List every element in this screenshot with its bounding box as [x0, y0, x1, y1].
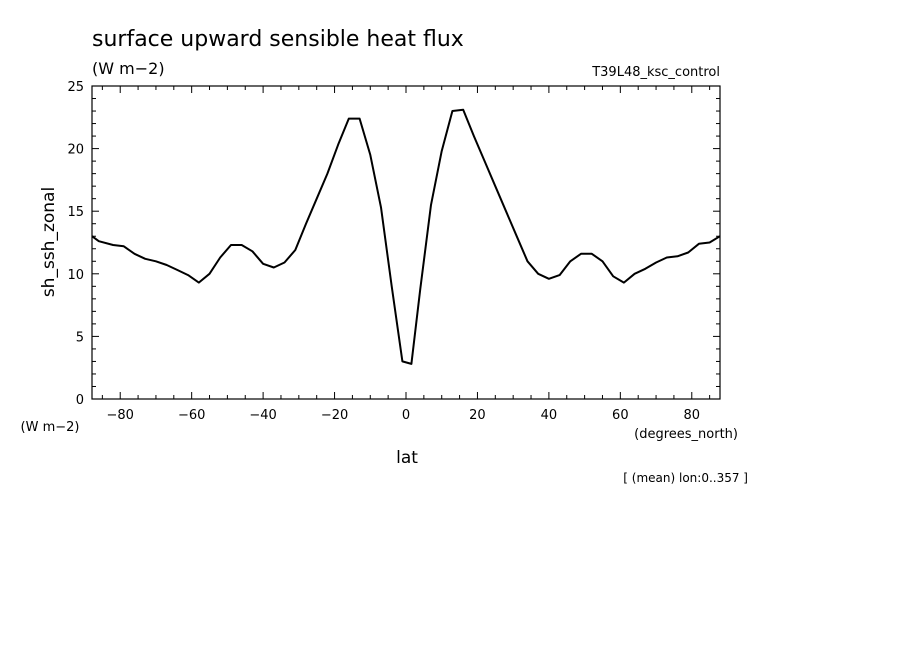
y-tick-label: 25 — [67, 80, 84, 95]
chart-title: surface upward sensible heat flux — [92, 27, 464, 52]
title-units: (W m−2) — [92, 59, 165, 78]
x-tick-label: −80 — [107, 408, 134, 423]
x-tick-label: −40 — [249, 408, 276, 423]
x-tick-label: −20 — [321, 408, 348, 423]
plot-frame — [91, 85, 721, 400]
y-units-label: (W m−2) — [21, 420, 80, 435]
x-tick-label: 40 — [541, 408, 558, 423]
x-tick-label: −60 — [178, 408, 205, 423]
experiment-label: T39L48_ksc_control — [591, 65, 720, 80]
tick-labels: −80 −60 −40 −20 0 20 40 60 80 0 5 10 15 20 25 — [67, 80, 700, 423]
y-tick-label: 15 — [67, 205, 84, 220]
y-tick-label: 0 — [76, 393, 84, 408]
y-axis-title: sh_ssh_zonal — [39, 187, 59, 297]
series-line — [91, 108, 721, 365]
x-tick-label: 80 — [684, 408, 701, 423]
axis-ticks — [92, 85, 720, 400]
x-axis-title: lat — [396, 448, 418, 468]
mean-note: [ (mean) lon:0..357 ] — [623, 471, 748, 485]
x-tick-label: 20 — [469, 408, 486, 423]
x-units-label: (degrees_north) — [634, 427, 738, 442]
y-tick-label: 20 — [67, 143, 84, 158]
x-tick-label: 60 — [612, 408, 629, 423]
y-tick-label: 10 — [67, 268, 84, 283]
x-tick-label: 0 — [402, 408, 410, 423]
y-tick-label: 5 — [76, 330, 84, 345]
